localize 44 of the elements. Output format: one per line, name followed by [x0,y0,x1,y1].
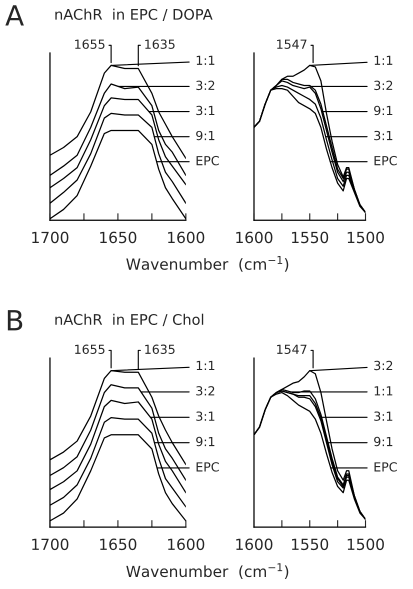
x-tick-label: 1500 [348,538,384,550]
legend-label: 3:1 [196,106,214,116]
annotation: 1655 [75,344,104,354]
annotation: 1635 [145,39,175,49]
legend-label: 9:1 [196,130,214,140]
x-tick-label: 1600 [168,538,204,550]
legend-label: 9:1 [374,106,392,116]
legend-label: 3:1 [374,130,392,140]
text: 1:1 [196,360,214,370]
text: 1:1 [374,386,392,396]
x-axis-title: Wavenumber (cm$^{−1}$) [126,563,288,579]
x-tick-label: 1600 [236,232,272,244]
x-axis-title: Wavenumber (cm$^{−1}$) [126,256,288,272]
x-tick-label: 1500 [348,232,384,244]
legend-label: 3:2 [374,360,392,370]
legend-label: EPC [374,462,397,472]
chart-title: nAChR in EPC / DOPA [55,8,213,22]
x-tick-label: 1600 [236,538,272,550]
text: 1:1 [196,56,214,65]
x-tick-label: 1650 [100,538,136,550]
legend-label: 9:1 [196,436,214,446]
annotation: 1547 [277,40,306,49]
legend-label: 9:1 [374,436,392,446]
text: 3:2 [196,80,214,90]
legend-label: EPC [196,462,219,472]
x-tick-label: 1600 [168,232,204,244]
legend-label: 3:1 [196,411,214,421]
legend-label: 3:2 [374,80,392,90]
x-tick-label: 1550 [292,538,328,550]
legend-label: EPC [374,156,397,166]
legend-label: 3:2 [196,386,214,396]
legend-label: EPC [196,156,219,166]
x-tick-label: 1700 [32,232,68,244]
legend-label: 1:1 [374,56,392,65]
x-tick-label: 1700 [32,538,68,550]
annotation: 1655 [75,39,104,49]
annotation: 1635 [145,344,175,354]
x-tick-label: 1650 [100,232,136,244]
text: A [5,5,24,26]
chart-title: nAChR in EPC / Chol [55,314,204,326]
text: B [8,310,22,330]
legend-label: 3:1 [374,411,392,421]
x-tick-label: 1550 [292,232,328,244]
annotation: 1547 [277,344,306,354]
